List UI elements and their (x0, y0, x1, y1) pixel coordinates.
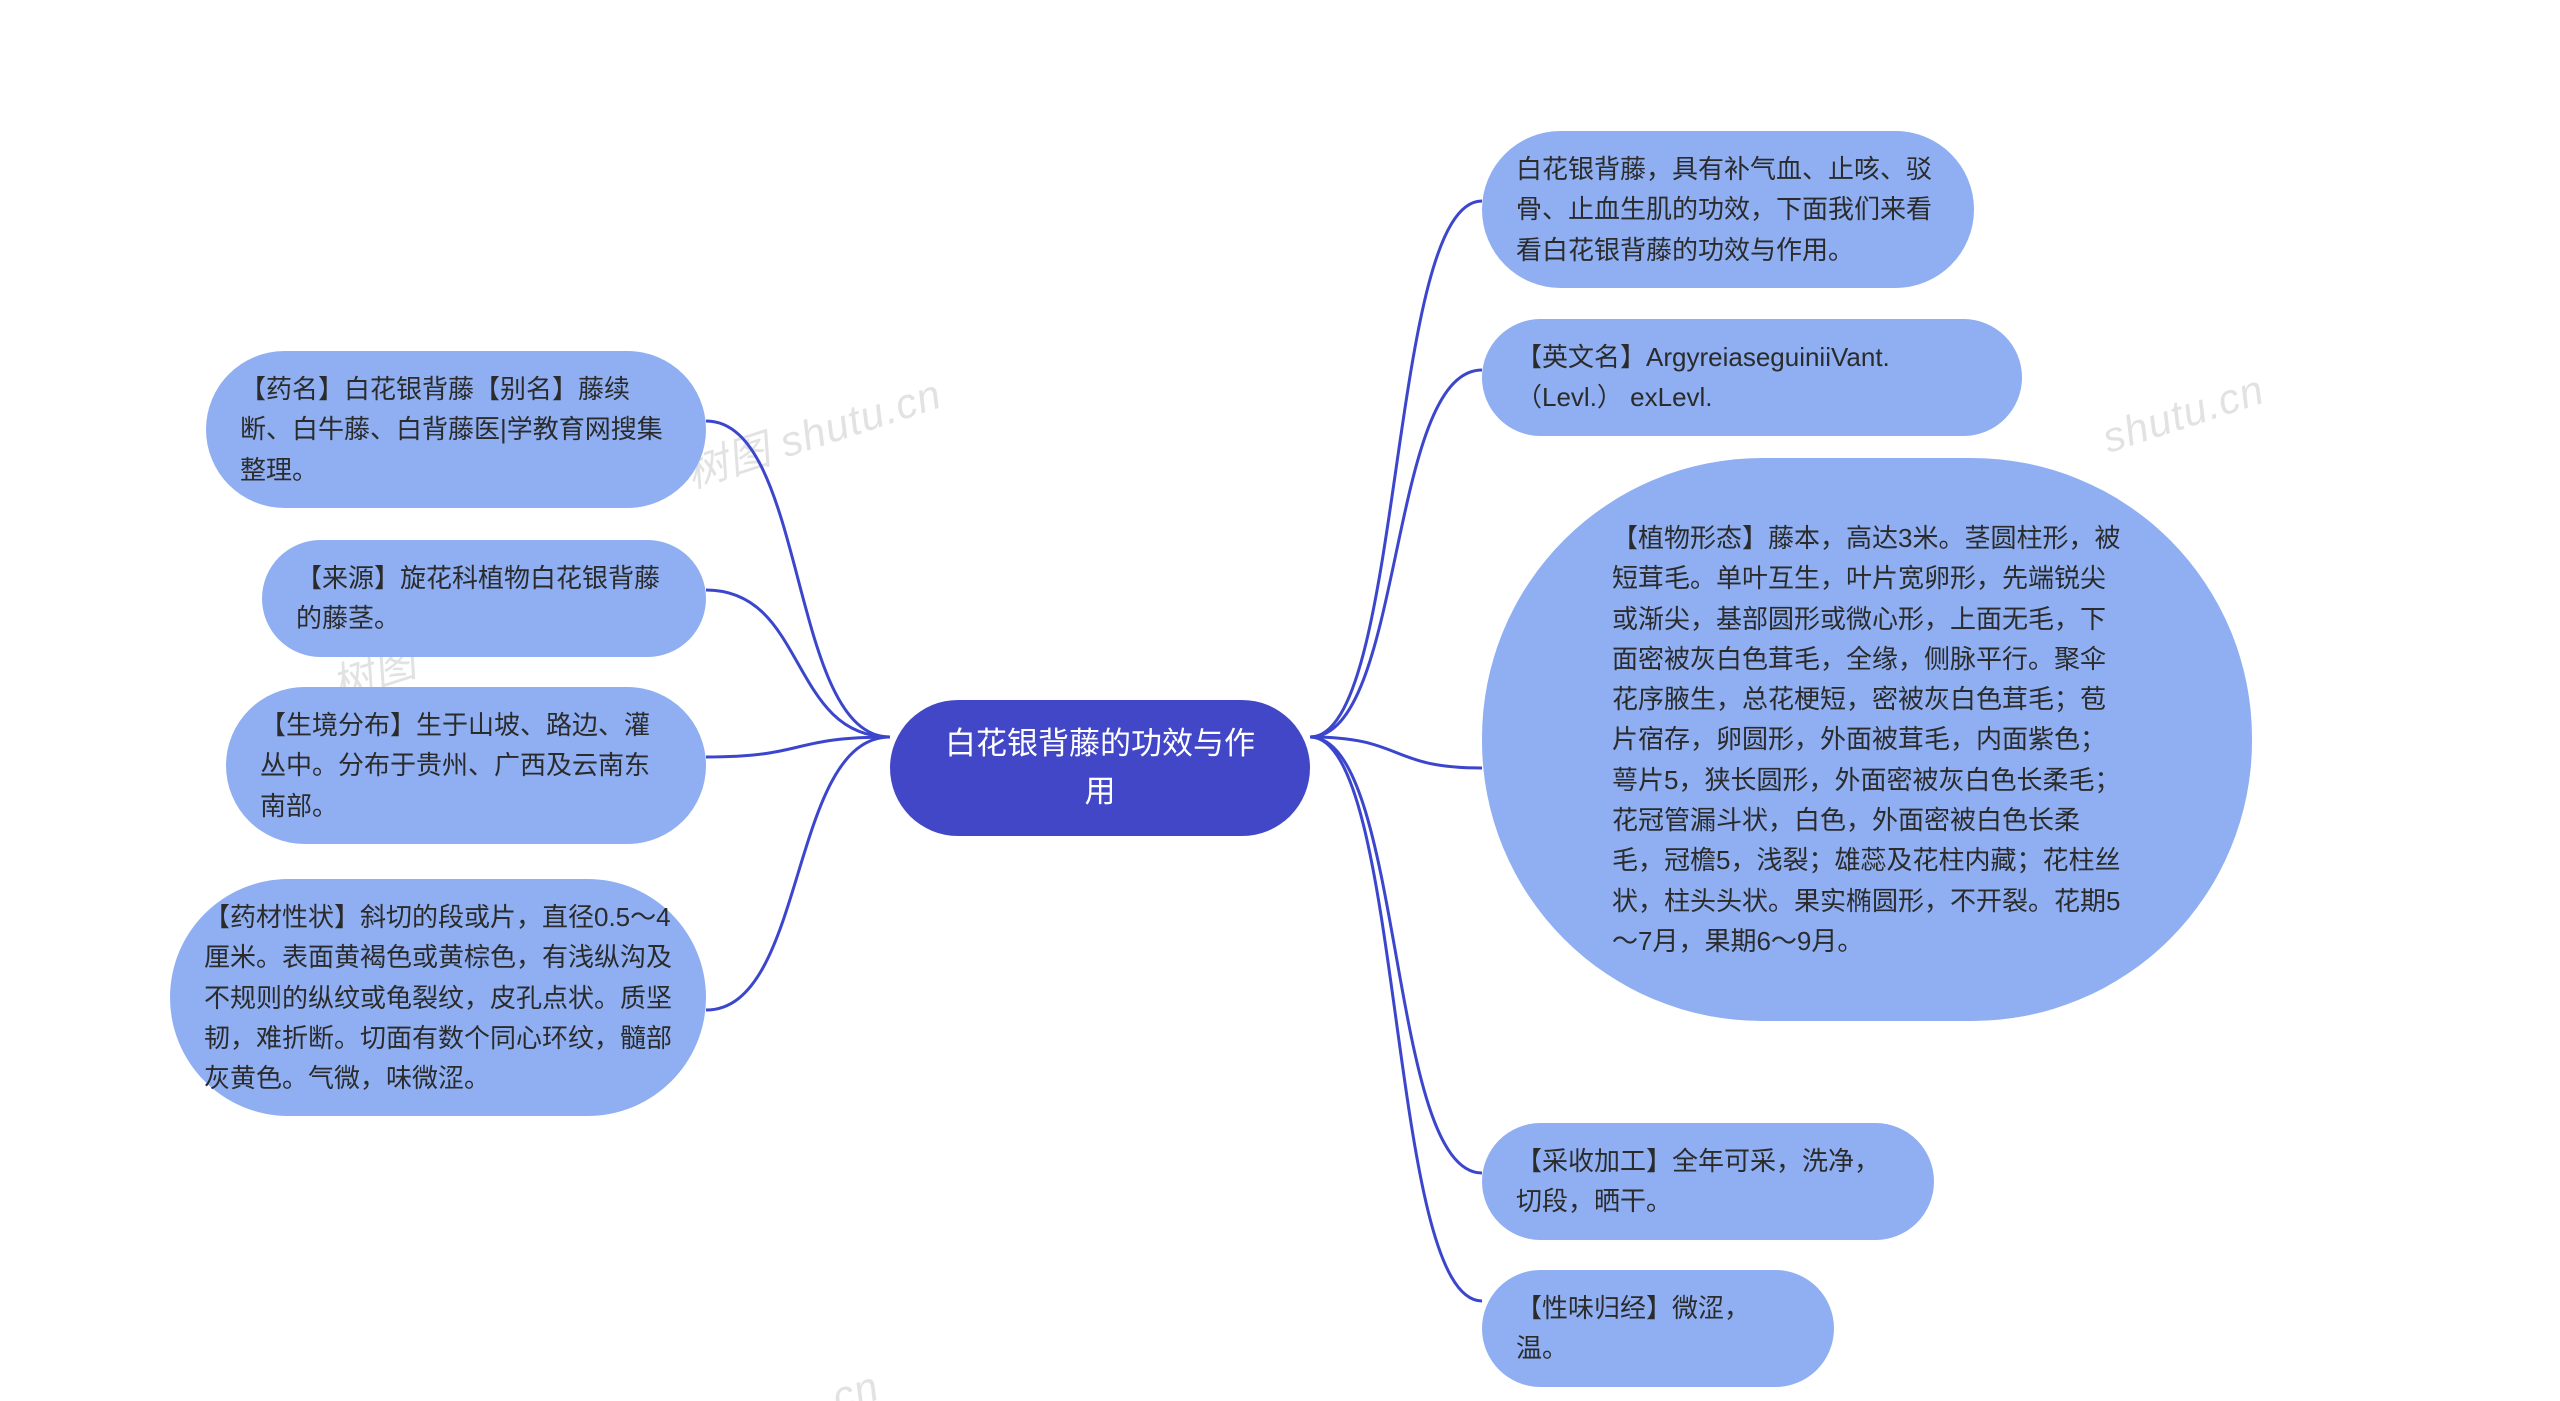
mindmap-node-L4: 【药材性状】斜切的段或片，直径0.5～4厘米。表面黄褐色或黄棕色，有浅纵沟及不规… (170, 879, 706, 1116)
edge (1310, 201, 1482, 737)
mindmap-node-L2: 【来源】旋花科植物白花银背藤的藤茎。 (262, 540, 706, 657)
edge (1310, 737, 1482, 1173)
mindmap-node-L3: 【生境分布】生于山坡、路边、灌丛中。分布于贵州、广西及云南东南部。 (226, 687, 706, 844)
edge (706, 421, 890, 737)
edge (1310, 370, 1482, 737)
edge (1310, 737, 1482, 1301)
mindmap-center: 白花银背藤的功效与作用 (890, 700, 1310, 836)
mindmap-node-L1: 【药名】白花银背藤【别名】藤续断、白牛藤、白背藤医|学教育网搜集整理。 (206, 351, 706, 508)
mindmap-node-R5: 【性味归经】微涩，温。 (1482, 1270, 1834, 1387)
mindmap-node-R2: 【英文名】ArgyreiaseguiniiVant.（Levl.） exLevl… (1482, 319, 2022, 436)
mindmap-node-R3: 【植物形态】藤本，高达3米。茎圆柱形，被短茸毛。单叶互生，叶片宽卵形，先端锐尖或… (1482, 458, 2252, 1021)
edge (1310, 737, 1482, 768)
watermark: 树图 shutu.cn (677, 360, 948, 500)
watermark: .cn (814, 1362, 885, 1401)
edge (706, 737, 890, 757)
edge (706, 737, 890, 1010)
watermark: shutu.cn (2097, 365, 2270, 462)
edge (706, 590, 890, 737)
mindmap-node-R1: 白花银背藤，具有补气血、止咳、驳骨、止血生肌的功效，下面我们来看看白花银背藤的功… (1482, 131, 1974, 288)
mindmap-node-R4: 【采收加工】全年可采，洗净，切段，晒干。 (1482, 1123, 1934, 1240)
